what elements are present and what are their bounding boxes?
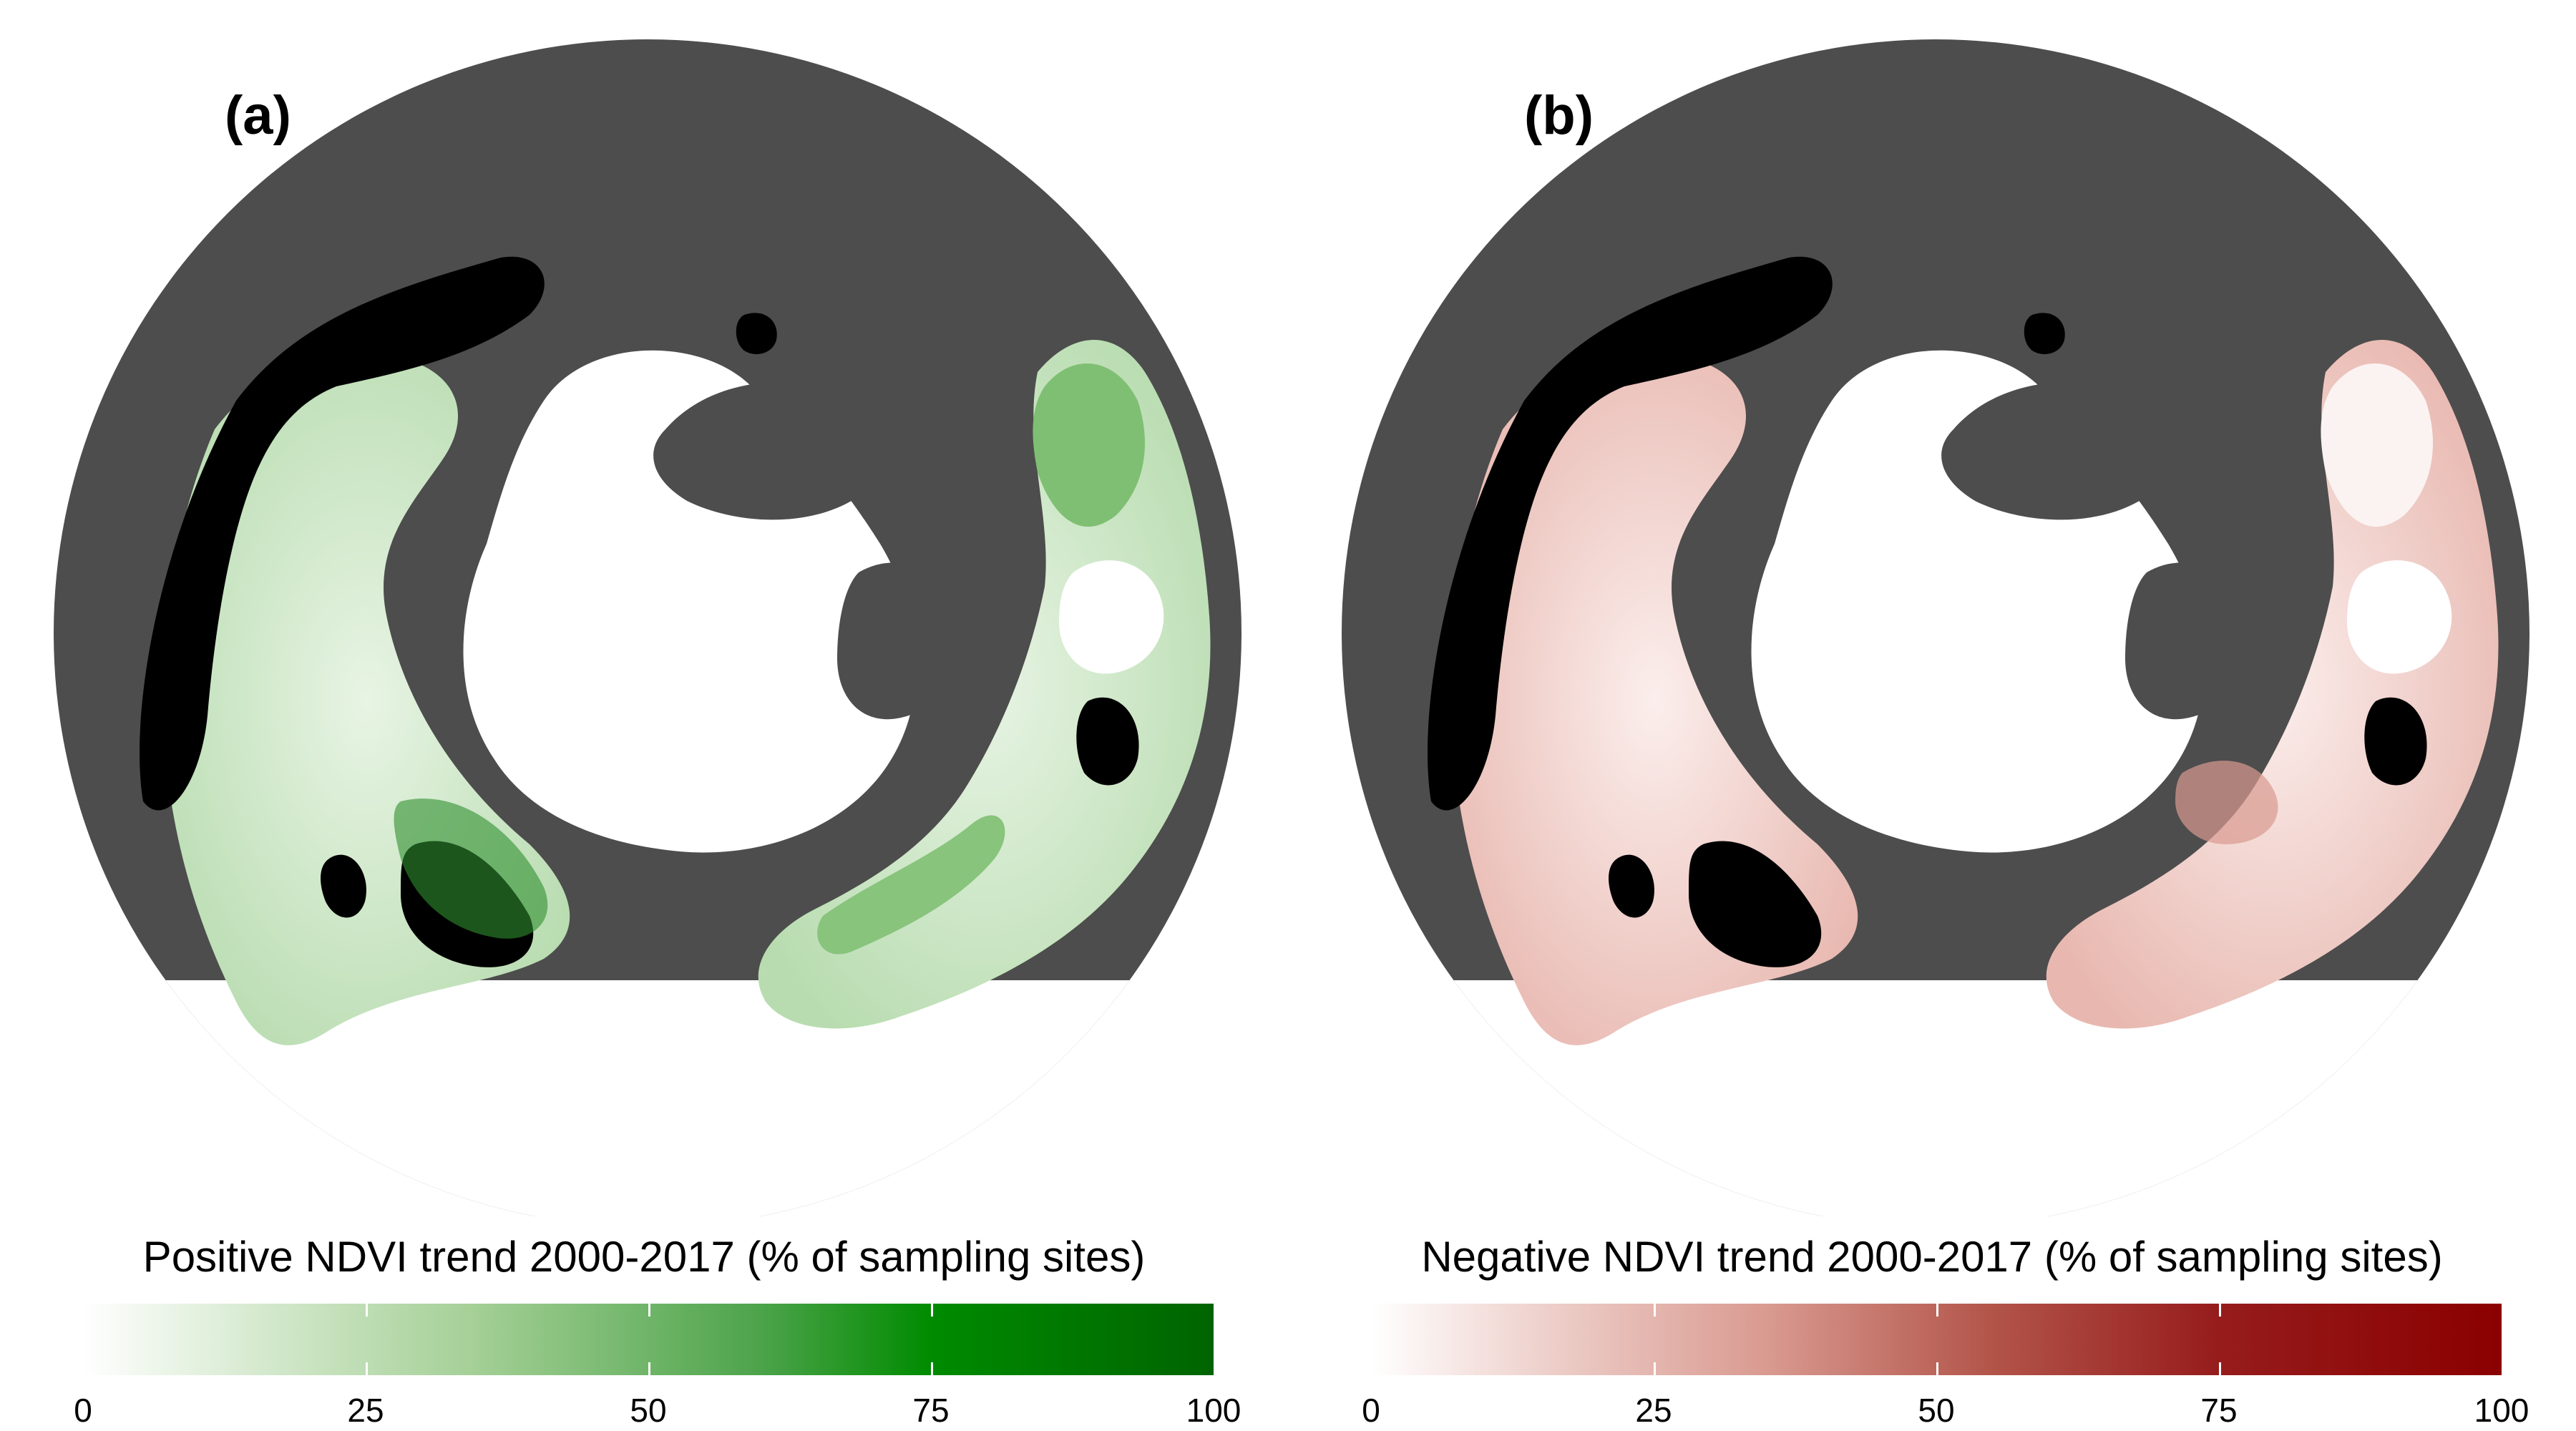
tick-label: 100 xyxy=(2474,1392,2529,1429)
arctic-map-positive xyxy=(54,39,1241,1216)
panel-label: (a) xyxy=(225,85,291,146)
legend-title: Negative NDVI trend 2000-2017 (% of samp… xyxy=(1421,1233,2443,1281)
panel-label: (b) xyxy=(1524,85,1594,146)
tick-label: 0 xyxy=(1362,1392,1380,1429)
tick-label: 100 xyxy=(1186,1392,1241,1429)
tick-label: 75 xyxy=(2200,1392,2238,1429)
no-data-region xyxy=(1428,256,1833,811)
panel-negative-trend: (b) Negative NDVI trend 2000-2017 (% of … xyxy=(1288,0,2576,1431)
arctic-map-negative xyxy=(1342,39,2529,1216)
legend-title: Positive NDVI trend 2000-2017 (% of samp… xyxy=(142,1233,1146,1281)
colorbar-negative xyxy=(1371,1304,2502,1375)
panel-positive-trend: (a) Positive NDVI trend 2000-2017 (% of … xyxy=(54,39,1241,1429)
tick-label: 25 xyxy=(1635,1392,1672,1429)
colorbar-positive xyxy=(83,1304,1214,1375)
tick-label: 25 xyxy=(347,1392,384,1429)
tick-label: 0 xyxy=(74,1392,92,1429)
tick-label: 50 xyxy=(1918,1392,1955,1429)
tick-label: 75 xyxy=(912,1392,950,1429)
no-data-region xyxy=(140,256,545,811)
tick-label: 50 xyxy=(630,1392,667,1429)
